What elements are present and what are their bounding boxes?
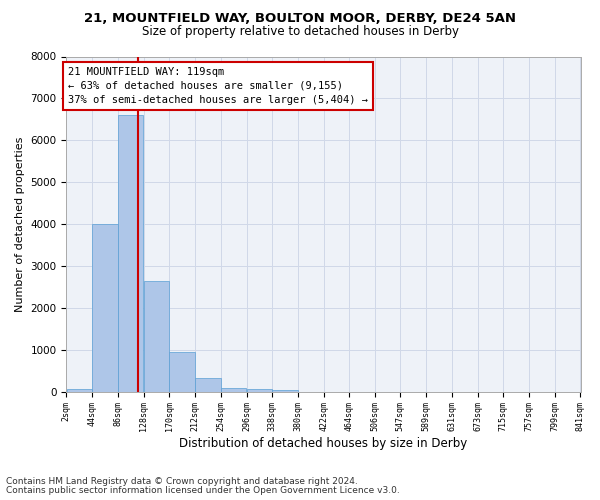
Bar <box>144 280 169 392</box>
Bar <box>67 388 92 392</box>
Text: 21, MOUNTFIELD WAY, BOULTON MOOR, DERBY, DE24 5AN: 21, MOUNTFIELD WAY, BOULTON MOOR, DERBY,… <box>84 12 516 26</box>
Bar <box>272 390 298 392</box>
Bar <box>247 389 272 392</box>
Y-axis label: Number of detached properties: Number of detached properties <box>15 136 25 312</box>
Text: 21 MOUNTFIELD WAY: 119sqm
← 63% of detached houses are smaller (9,155)
37% of se: 21 MOUNTFIELD WAY: 119sqm ← 63% of detac… <box>68 67 368 105</box>
Bar <box>169 352 195 392</box>
Text: Contains public sector information licensed under the Open Government Licence v3: Contains public sector information licen… <box>6 486 400 495</box>
Text: Contains HM Land Registry data © Crown copyright and database right 2024.: Contains HM Land Registry data © Crown c… <box>6 477 358 486</box>
Text: Size of property relative to detached houses in Derby: Size of property relative to detached ho… <box>142 25 458 38</box>
Bar <box>92 224 118 392</box>
Bar <box>118 115 143 392</box>
X-axis label: Distribution of detached houses by size in Derby: Distribution of detached houses by size … <box>179 437 467 450</box>
Bar <box>195 378 221 392</box>
Bar <box>221 388 247 392</box>
